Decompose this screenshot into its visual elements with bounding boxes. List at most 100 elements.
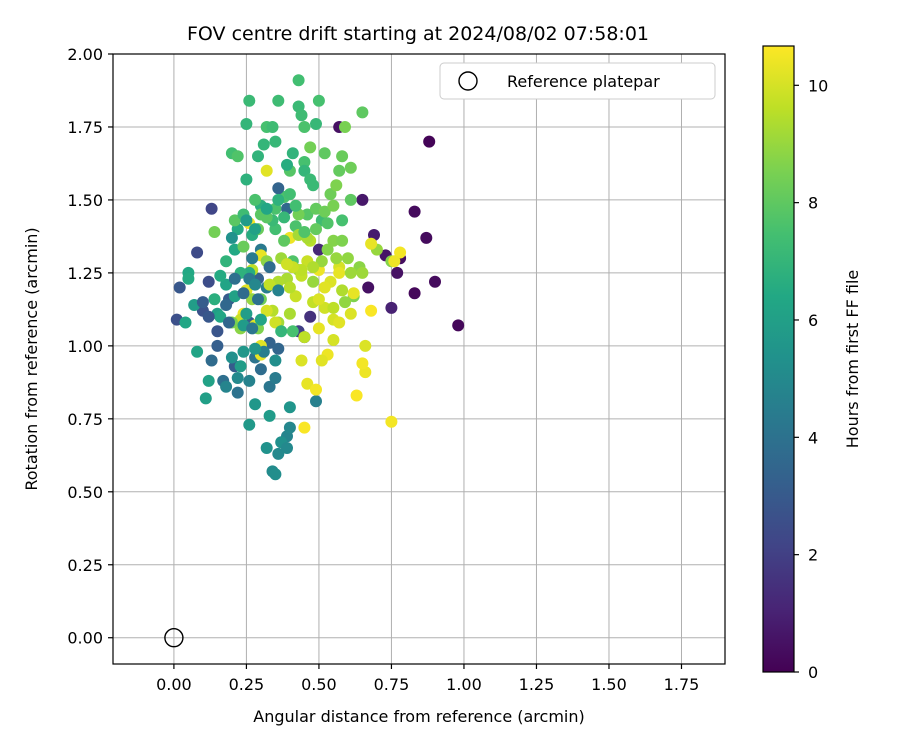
data-point [272, 284, 285, 297]
data-point [237, 345, 250, 358]
data-point [246, 252, 259, 265]
y-tick-label: 0.75 [67, 410, 103, 429]
data-point [292, 74, 305, 87]
data-point [263, 409, 276, 422]
data-point [310, 223, 322, 236]
colorbar-tick-label: 4 [808, 428, 818, 447]
y-tick-label: 1.25 [67, 264, 103, 283]
data-point [211, 325, 224, 338]
data-point [272, 182, 285, 195]
grid [113, 53, 725, 664]
data-point [298, 421, 311, 434]
data-point [324, 188, 337, 201]
data-point [243, 418, 256, 431]
data-point [237, 287, 250, 300]
data-point [260, 442, 273, 454]
data-point [281, 442, 293, 454]
data-point [312, 94, 325, 107]
data-point [220, 278, 233, 291]
y-tick-label: 1.75 [67, 118, 103, 137]
data-point [240, 118, 253, 130]
data-point [312, 322, 325, 335]
data-point [365, 237, 378, 250]
data-point [246, 322, 259, 335]
data-point [254, 363, 267, 376]
data-point [179, 316, 192, 329]
data-point [225, 231, 238, 244]
data-point [310, 395, 322, 408]
data-point [408, 205, 421, 218]
data-point [333, 164, 346, 177]
data-point [301, 208, 314, 221]
data-point [362, 281, 375, 294]
data-point [272, 342, 285, 355]
x-axis: 0.00 0.25 0.50 0.75 1.00 1.25 1.50 1.75 [156, 664, 699, 694]
colorbar-gradient [762, 45, 795, 673]
data-point [263, 261, 276, 274]
data-point [260, 304, 273, 317]
data-point [318, 301, 331, 314]
data-point [339, 296, 351, 309]
colorbar: 0 2 4 6 8 10 Hours from first FF file [762, 45, 862, 682]
data-point [243, 374, 256, 387]
data-point [231, 386, 244, 399]
data-point [240, 214, 253, 227]
x-tick-label: 1.50 [591, 675, 627, 694]
reference-point-marker [164, 628, 184, 648]
data-point [205, 202, 218, 215]
data-point [269, 135, 282, 148]
data-point [225, 351, 238, 364]
data-point [333, 266, 346, 279]
data-point [315, 255, 328, 268]
data-point [304, 173, 317, 186]
data-point [283, 188, 296, 201]
data-point [344, 307, 357, 320]
data-point [278, 211, 291, 224]
x-tick-label: 0.25 [229, 675, 265, 694]
y-tick-label: 1.00 [67, 337, 103, 356]
data-point [289, 199, 302, 212]
data-point [223, 316, 235, 329]
data-point [344, 161, 357, 174]
data-point [391, 266, 404, 279]
x-tick-label: 1.25 [519, 675, 555, 694]
data-point [173, 281, 186, 294]
data-point [228, 272, 241, 285]
data-point [182, 272, 195, 285]
data-point [336, 234, 349, 247]
data-point [423, 135, 436, 148]
data-point [327, 301, 340, 314]
data-point [220, 299, 233, 311]
data-point [243, 94, 256, 107]
data-point [336, 284, 349, 297]
data-point [304, 141, 317, 154]
data-point [289, 290, 302, 303]
x-axis-label: Angular distance from reference (arcmin) [253, 707, 584, 726]
data-point [452, 319, 465, 332]
data-point [214, 310, 227, 323]
data-point [339, 121, 351, 133]
data-point [249, 342, 262, 355]
data-point [196, 296, 209, 309]
data-point [249, 223, 262, 236]
data-point [211, 339, 224, 352]
x-tick-label: 1.00 [446, 675, 482, 694]
legend-marker [458, 71, 478, 91]
data-point [408, 287, 421, 300]
data-point [283, 307, 296, 320]
colorbar-tick-label: 10 [808, 76, 828, 95]
data-point [257, 138, 270, 151]
data-point [202, 310, 215, 323]
data-point [240, 173, 253, 186]
chart-title: FOV centre drift starting at 2024/08/02 … [187, 23, 649, 45]
data-point [286, 147, 299, 160]
data-point [237, 240, 250, 253]
data-point [231, 372, 244, 384]
y-tick-label: 1.50 [67, 191, 103, 210]
legend-box [439, 62, 716, 100]
data-point [318, 281, 331, 294]
data-point [330, 252, 343, 265]
data-point [269, 372, 282, 384]
y-axis: 0.00 0.25 0.50 0.75 1.00 1.25 1.50 1.75 2.00 [67, 45, 113, 648]
y-tick-label: 0.50 [67, 483, 103, 502]
